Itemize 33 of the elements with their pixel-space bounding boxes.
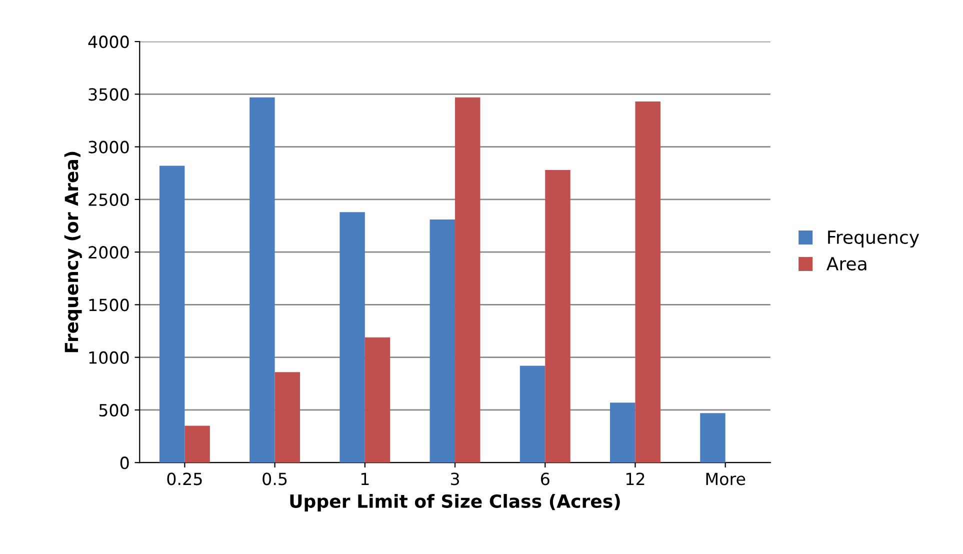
legend-label: Area — [826, 257, 866, 271]
x-tick-label: 6 — [540, 472, 550, 486]
bar — [520, 366, 546, 463]
bar — [545, 170, 570, 463]
legend-label: Frequency — [828, 230, 920, 248]
y-tick-label: 3000 — [88, 140, 129, 154]
bar — [610, 402, 636, 463]
x-tick-label: 12 — [626, 472, 644, 485]
x-tick-label: 3 — [450, 472, 459, 486]
bar — [274, 372, 300, 463]
y-tick-label: 0 — [120, 456, 129, 470]
y-tick-label: 4000 — [88, 36, 129, 48]
bar — [635, 102, 660, 463]
bar — [700, 413, 726, 463]
bar — [159, 166, 185, 463]
y-tick-label: 1000 — [89, 351, 129, 364]
y-tick-label: 1500 — [89, 298, 129, 312]
bar — [184, 426, 210, 463]
x-axis-title: Upper Limit of Size Class (Acres) — [290, 494, 620, 512]
x-tick-label: More — [706, 472, 746, 486]
y-tick-label: 500 — [99, 404, 129, 417]
bar — [455, 97, 480, 463]
bar — [364, 337, 390, 463]
y-tick-label: 2500 — [88, 193, 129, 206]
bar — [430, 219, 456, 463]
x-tick-label: 0.5 — [262, 472, 287, 486]
x-tick-label: 1 — [361, 472, 369, 485]
y-axis-title: Frequency (or Area) — [64, 152, 82, 352]
x-tick-label: 0.25 — [167, 472, 202, 486]
bar — [340, 212, 365, 463]
bar — [250, 97, 275, 463]
y-tick-label: 2000 — [88, 246, 129, 259]
y-tick-label: 3500 — [88, 88, 129, 101]
